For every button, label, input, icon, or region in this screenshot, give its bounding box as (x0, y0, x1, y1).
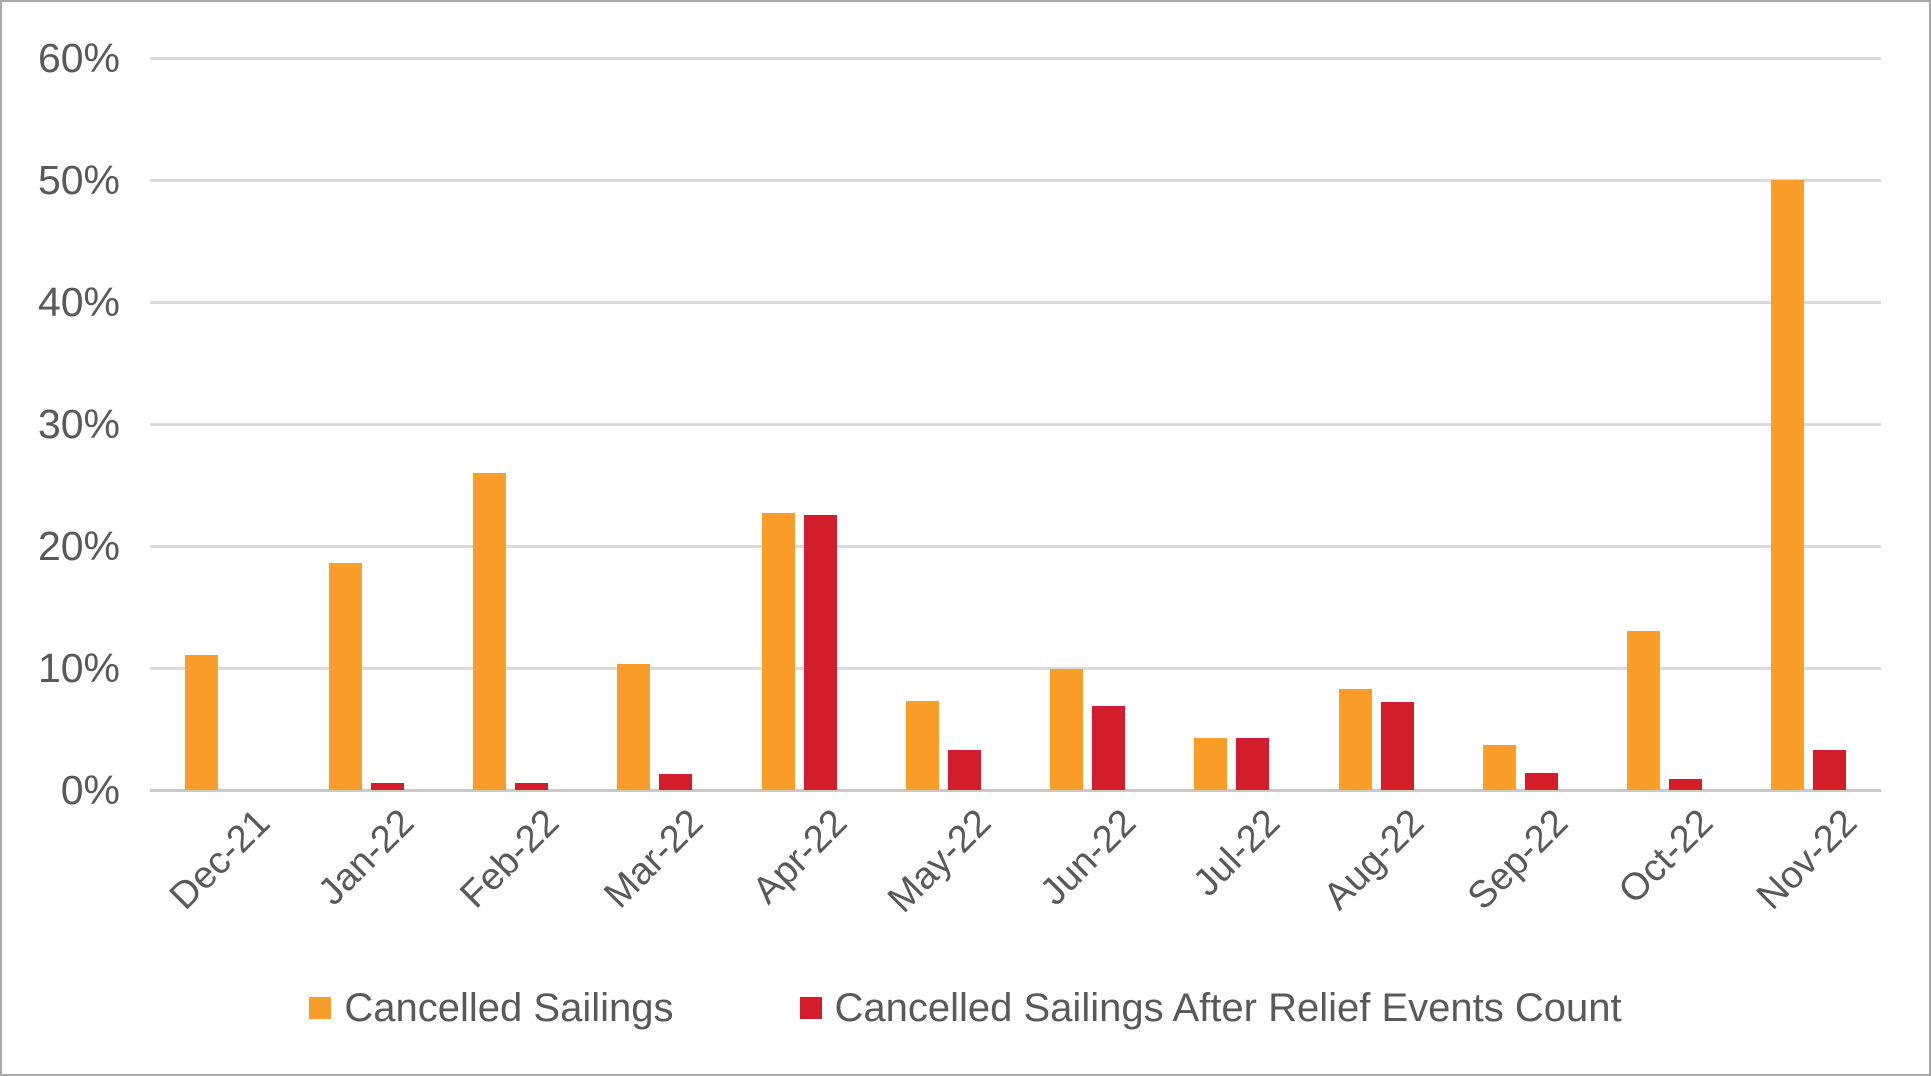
legend-label: Cancelled Sailings After Relief Events C… (834, 986, 1622, 1030)
category-group (1593, 58, 1737, 790)
gridline (150, 545, 1881, 548)
bar-cancelled-after-relief (1813, 750, 1847, 790)
category-group (1160, 58, 1304, 790)
y-axis-tick-label: 0% (60, 767, 120, 813)
bar-cancelled-sailings (761, 513, 795, 790)
category-group (1737, 58, 1881, 790)
x-axis-line (150, 789, 1881, 792)
gridline (150, 667, 1881, 670)
legend-swatch-orange (309, 997, 332, 1019)
x-axis-label: Aug-22 (1316, 801, 1433, 918)
gridline (150, 57, 1881, 60)
bar-cancelled-after-relief (1524, 773, 1558, 790)
category-group (294, 58, 438, 790)
x-axis-label: Feb-22 (452, 801, 567, 917)
bar-cancelled-after-relief (947, 750, 981, 790)
y-axis-tick-label: 20% (37, 523, 120, 569)
x-axis-label: Dec-21 (162, 801, 279, 918)
y-axis-tick-label: 60% (37, 35, 120, 81)
bar-cancelled-after-relief (1669, 779, 1703, 790)
category-group (150, 58, 294, 790)
bar-cancelled-sailings (328, 563, 362, 790)
category-group (1016, 58, 1160, 790)
category-group (1304, 58, 1448, 790)
y-axis-tick-label: 50% (37, 157, 120, 203)
bar-cancelled-after-relief (659, 774, 693, 790)
bar-cancelled-sailings (905, 701, 939, 790)
x-axis-label: May-22 (880, 801, 1000, 921)
bar-cancelled-sailings (473, 473, 507, 790)
gridline (150, 301, 1881, 304)
bar-cancelled-after-relief (370, 783, 404, 790)
legend-item-cancelled-after-relief: Cancelled Sailings After Relief Events C… (799, 986, 1622, 1030)
bar-cancelled-sailings (1050, 669, 1084, 790)
bar-cancelled-sailings (1194, 738, 1228, 790)
y-axis-tick-label: 40% (37, 279, 120, 325)
y-axis-tick-label: 10% (37, 645, 120, 691)
y-axis-tick-label: 30% (37, 401, 120, 447)
bar-cancelled-sailings (184, 655, 218, 790)
bar-cancelled-sailings (1482, 745, 1516, 790)
legend-label: Cancelled Sailings (344, 986, 674, 1030)
category-group (583, 58, 727, 790)
legend-item-cancelled-sailings: Cancelled Sailings (309, 986, 674, 1030)
category-group (1448, 58, 1592, 790)
x-axis-label: Nov-22 (1748, 801, 1866, 918)
bar-cancelled-sailings (1771, 180, 1805, 790)
bar-cancelled-after-relief (803, 515, 837, 790)
category-group (439, 58, 583, 790)
x-axis-label: Jun-22 (1032, 801, 1144, 914)
bar-cancelled-after-relief (1380, 702, 1414, 790)
gridline (150, 179, 1881, 182)
gridline (150, 423, 1881, 426)
legend-swatch-red (799, 997, 822, 1019)
x-axis-label: Mar-22 (596, 801, 712, 917)
x-axis-label: Sep-22 (1460, 801, 1577, 918)
bar-cancelled-sailings (1627, 631, 1661, 790)
x-axis-label: Jan-22 (310, 801, 423, 914)
bar-cancelled-after-relief (515, 783, 549, 790)
bar-cancelled-sailings (1338, 689, 1372, 790)
legend: Cancelled Sailings Cancelled Sailings Af… (2, 986, 1929, 1030)
x-axis-label: Apr-22 (745, 801, 856, 912)
x-axis-label: Jul-22 (1185, 801, 1289, 905)
bar-cancelled-sailings (617, 664, 651, 790)
x-axis-label: Oct-22 (1610, 801, 1721, 912)
category-group (727, 58, 871, 790)
bar-cancelled-after-relief (1236, 738, 1270, 790)
bar-cancelled-after-relief (1092, 706, 1126, 790)
category-group (871, 58, 1015, 790)
